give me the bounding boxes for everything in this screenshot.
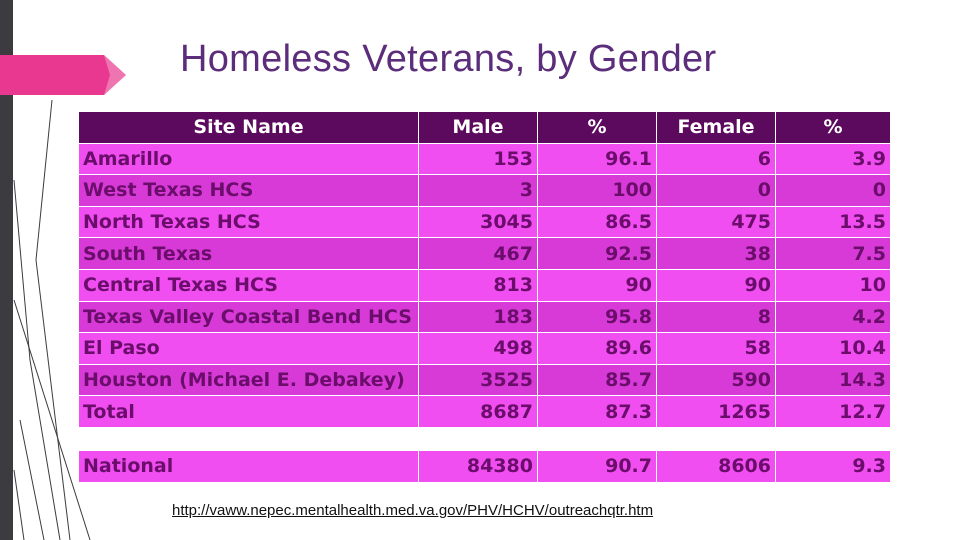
site-name-cell: Houston (Michael E. Debakey): [78, 363, 419, 397]
site-name-cell: South Texas: [78, 237, 419, 270]
header-site-name: Site Name: [78, 111, 419, 144]
female-count-cell: 6: [656, 142, 776, 176]
site-name-cell: Amarillo: [78, 142, 419, 176]
table-row: West Texas HCS 3 100 0 0: [78, 174, 891, 207]
male-percent-cell: 96.1: [537, 142, 657, 176]
table-row: El Paso 498 89.6 58 10.4: [78, 332, 891, 365]
table-row-total: Total 8687 87.3 1265 12.7: [78, 395, 891, 428]
male-count-cell: 183: [418, 300, 538, 334]
female-percent-cell: 10: [775, 268, 891, 302]
male-count-cell: 3: [418, 174, 538, 207]
table-row: Houston (Michael E. Debakey) 3525 85.7 5…: [78, 363, 891, 397]
female-percent-cell: 4.2: [775, 300, 891, 334]
site-name-cell: North Texas HCS: [78, 205, 419, 239]
male-percent-cell: 85.7: [537, 363, 657, 397]
female-percent-cell: 3.9: [775, 142, 891, 176]
male-count-cell: 84380: [418, 450, 538, 483]
female-count-cell: 90: [656, 268, 776, 302]
table-row: Texas Valley Coastal Bend HCS 183 95.8 8…: [78, 300, 891, 334]
source-link[interactable]: http://vaww.nepec.mentalhealth.med.va.go…: [172, 502, 654, 519]
header-female: Female: [656, 111, 776, 144]
male-percent-cell: 100: [537, 174, 657, 207]
site-name-cell: El Paso: [78, 332, 419, 365]
table-row: Central Texas HCS 813 90 90 10: [78, 268, 891, 302]
female-count-cell: 38: [656, 237, 776, 270]
site-name-cell: Texas Valley Coastal Bend HCS: [78, 300, 419, 334]
site-name-cell: Total: [78, 395, 419, 428]
female-percent-cell: 14.3: [775, 363, 891, 397]
title-accent-arrow: [0, 55, 126, 95]
female-count-cell: 0: [656, 174, 776, 207]
table-row: Amarillo 153 96.1 6 3.9: [78, 142, 891, 176]
male-count-cell: 3045: [418, 205, 538, 239]
header-male: Male: [418, 111, 538, 144]
female-percent-cell: 9.3: [775, 450, 891, 483]
male-percent-cell: 90.7: [537, 450, 657, 483]
table-row: South Texas 467 92.5 38 7.5: [78, 237, 891, 270]
female-count-cell: 58: [656, 332, 776, 365]
national-table: National 84380 90.7 8606 9.3: [78, 450, 891, 483]
male-percent-cell: 89.6: [537, 332, 657, 365]
table-row-national: National 84380 90.7 8606 9.3: [78, 450, 891, 483]
female-count-cell: 8: [656, 300, 776, 334]
male-percent-cell: 95.8: [537, 300, 657, 334]
male-percent-cell: 92.5: [537, 237, 657, 270]
decorative-lines: [13, 99, 91, 540]
female-count-cell: 590: [656, 363, 776, 397]
site-name-cell: West Texas HCS: [78, 174, 419, 207]
male-count-cell: 498: [418, 332, 538, 365]
left-decorative-bar: [0, 0, 13, 540]
slide-title: Homeless Veterans, by Gender: [180, 38, 717, 80]
female-percent-cell: 12.7: [775, 395, 891, 428]
male-percent-cell: 86.5: [537, 205, 657, 239]
female-percent-cell: 13.5: [775, 205, 891, 239]
female-percent-cell: 10.4: [775, 332, 891, 365]
male-count-cell: 813: [418, 268, 538, 302]
female-count-cell: 8606: [656, 450, 776, 483]
female-percent-cell: 0: [775, 174, 891, 207]
site-name-cell: Central Texas HCS: [78, 268, 419, 302]
male-percent-cell: 90: [537, 268, 657, 302]
gender-table: Site Name Male % Female % Amarillo 153 9…: [78, 111, 891, 428]
male-count-cell: 3525: [418, 363, 538, 397]
male-count-cell: 467: [418, 237, 538, 270]
female-count-cell: 475: [656, 205, 776, 239]
table-header-row: Site Name Male % Female %: [78, 111, 891, 144]
table-row: North Texas HCS 3045 86.5 475 13.5: [78, 205, 891, 239]
header-male-percent: %: [537, 111, 657, 144]
male-count-cell: 8687: [418, 395, 538, 428]
header-female-percent: %: [775, 111, 891, 144]
female-percent-cell: 7.5: [775, 237, 891, 270]
male-percent-cell: 87.3: [537, 395, 657, 428]
male-count-cell: 153: [418, 142, 538, 176]
site-name-cell: National: [78, 450, 419, 483]
female-count-cell: 1265: [656, 395, 776, 428]
